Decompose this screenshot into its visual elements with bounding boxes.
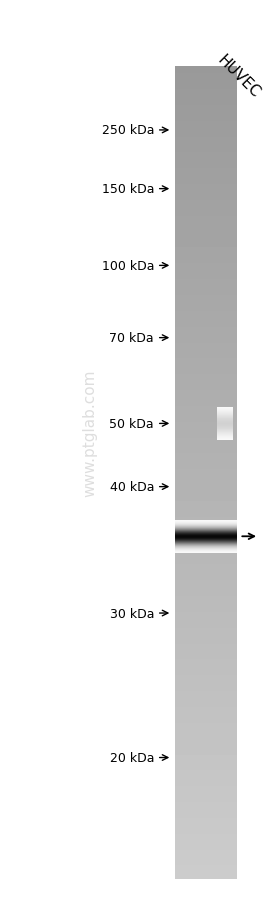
Text: HUVEC: HUVEC: [214, 52, 263, 101]
Text: 20 kDa: 20 kDa: [109, 751, 154, 764]
Text: 70 kDa: 70 kDa: [109, 332, 154, 345]
Text: www.ptglab.com: www.ptglab.com: [82, 369, 97, 497]
Text: 250 kDa: 250 kDa: [101, 124, 154, 137]
Text: 40 kDa: 40 kDa: [109, 481, 154, 493]
Text: 100 kDa: 100 kDa: [101, 260, 154, 272]
Text: 150 kDa: 150 kDa: [101, 183, 154, 196]
Text: 50 kDa: 50 kDa: [109, 418, 154, 430]
Text: 30 kDa: 30 kDa: [109, 607, 154, 620]
